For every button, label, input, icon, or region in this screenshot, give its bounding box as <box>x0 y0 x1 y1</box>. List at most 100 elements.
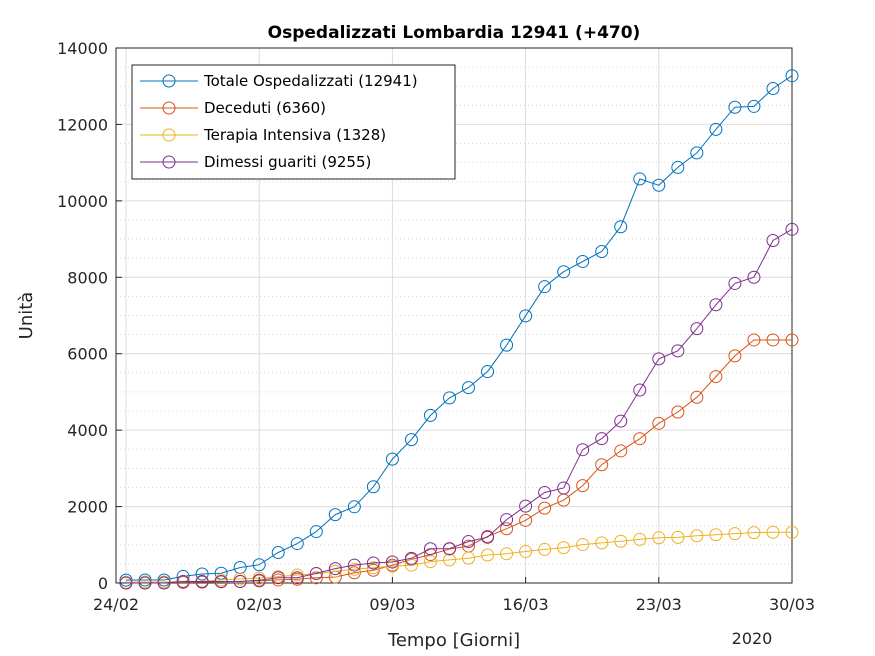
data-point <box>538 486 552 500</box>
data-point <box>423 555 437 569</box>
data-point <box>652 178 666 192</box>
data-point <box>347 500 361 514</box>
x-tick-label: 09/03 <box>369 595 415 614</box>
y-axis: 0 2000 4000 6000 8000 10000 12000 14000 <box>57 39 122 593</box>
x-tick-label: 30/03 <box>769 595 815 614</box>
data-point <box>557 541 571 555</box>
data-point <box>385 559 399 573</box>
data-point <box>252 573 266 587</box>
data-point <box>728 276 742 290</box>
data-point <box>633 172 647 186</box>
data-point <box>442 542 456 556</box>
data-point <box>519 499 533 513</box>
data-point <box>404 558 418 572</box>
data-point <box>538 280 552 294</box>
data-point <box>614 220 628 234</box>
legend-item: Deceduti (6360) <box>140 99 326 117</box>
data-point <box>766 525 780 539</box>
data-point <box>766 333 780 347</box>
plot-frame <box>115 47 793 584</box>
data-point <box>576 443 590 457</box>
legend-item: Totale Ospedalizzati (12941) <box>140 72 418 90</box>
data-point <box>233 560 247 574</box>
legend-marker <box>162 155 176 169</box>
legend-marker <box>162 74 176 88</box>
data-point <box>519 545 533 559</box>
data-point <box>442 391 456 405</box>
data-point <box>595 432 609 446</box>
data-point <box>652 352 666 366</box>
data-point <box>500 513 514 527</box>
series-line <box>125 75 793 581</box>
data-point <box>385 452 399 466</box>
data-point <box>538 501 552 515</box>
x-tick-label: 16/03 <box>503 595 549 614</box>
x-tick-label: 23/03 <box>636 595 682 614</box>
data-point <box>633 532 647 546</box>
data-point <box>366 561 380 575</box>
data-point <box>500 338 514 352</box>
data-point <box>671 344 685 358</box>
data-point <box>690 390 704 404</box>
data-point <box>747 333 761 347</box>
data-point <box>557 481 571 495</box>
data-point <box>785 222 799 236</box>
data-point <box>290 537 304 551</box>
series-0 <box>119 69 799 587</box>
data-point <box>157 576 171 590</box>
y-tick-label: 6000 <box>67 345 108 364</box>
data-point <box>328 508 342 522</box>
data-point <box>366 480 380 494</box>
year-label: 2020 <box>732 629 773 648</box>
data-point <box>423 542 437 556</box>
data-point <box>138 576 152 590</box>
data-point <box>404 551 418 565</box>
data-point <box>328 564 342 578</box>
data-point <box>309 525 323 539</box>
data-point <box>271 546 285 560</box>
legend-label: Totale Ospedalizzati (12941) <box>203 72 418 90</box>
data-point <box>385 555 399 569</box>
data-point <box>633 383 647 397</box>
data-point <box>462 381 476 395</box>
data-point <box>347 558 361 572</box>
data-point <box>519 513 533 527</box>
x-tick-label: 24/02 <box>93 595 139 614</box>
data-point <box>709 298 723 312</box>
data-point <box>252 558 266 572</box>
data-point <box>576 479 590 493</box>
series-line <box>126 228 793 584</box>
data-point <box>538 542 552 556</box>
y-tick-label: 12000 <box>57 115 108 134</box>
data-point <box>709 122 723 136</box>
data-point <box>404 433 418 447</box>
data-point <box>671 530 685 544</box>
y-axis-label: Unità <box>16 292 37 340</box>
data-point <box>728 100 742 114</box>
data-point <box>481 548 495 562</box>
legend: Totale Ospedalizzati (12941) Deceduti (63… <box>131 64 456 180</box>
data-point <box>328 562 342 576</box>
data-point <box>652 531 666 545</box>
data-point <box>614 414 628 428</box>
data-point <box>462 535 476 549</box>
data-point <box>747 526 761 540</box>
data-point <box>709 528 723 542</box>
data-point <box>671 405 685 419</box>
x-axis: 24/02 02/03 09/03 16/03 23/03 30/03 <box>93 577 815 614</box>
y-tick-label: 8000 <box>67 268 108 287</box>
data-point <box>519 309 533 323</box>
y-tick-label: 4000 <box>67 421 108 440</box>
data-point <box>633 432 647 446</box>
data-point <box>709 370 723 384</box>
data-point <box>671 160 685 174</box>
data-point <box>462 551 476 565</box>
data-point <box>728 527 742 541</box>
data-point <box>481 365 495 379</box>
data-point <box>366 556 380 570</box>
legend-label: Deceduti (6360) <box>204 99 326 117</box>
data-point <box>690 529 704 543</box>
data-point <box>690 146 704 160</box>
data-point <box>766 234 780 248</box>
data-point <box>766 81 780 95</box>
